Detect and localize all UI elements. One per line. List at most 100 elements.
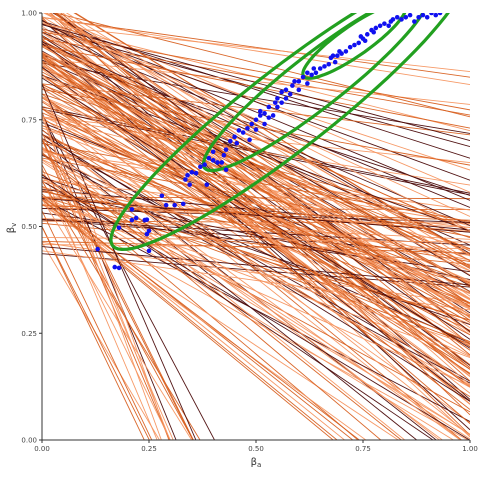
regression-line xyxy=(42,53,470,370)
data-point xyxy=(206,155,212,161)
regression-line xyxy=(50,13,470,416)
regression-line xyxy=(42,24,470,72)
x-axis-title-main: β xyxy=(251,457,257,468)
regression-line xyxy=(42,147,406,440)
regression-line xyxy=(42,56,470,316)
data-point xyxy=(300,74,306,80)
regression-line xyxy=(42,63,470,394)
data-point xyxy=(234,140,240,146)
regression-line xyxy=(42,242,161,440)
regression-line xyxy=(42,16,470,86)
x-tick-label: 0.50 xyxy=(248,445,264,453)
data-point xyxy=(95,246,100,252)
regression-line xyxy=(42,112,177,440)
x-tick-label: 0.25 xyxy=(141,445,157,453)
regression-line xyxy=(42,129,470,398)
data-point xyxy=(433,13,439,18)
data-point xyxy=(311,66,317,71)
regression-line xyxy=(42,136,174,440)
y-tick-label: 0.50 xyxy=(21,223,37,231)
ticks: 0.00 0.25 0.50 0.75 1.00 0.00 0.25 0.50 0.75 1.00 xyxy=(21,10,477,454)
regression-line xyxy=(42,181,470,282)
data-point xyxy=(279,100,284,105)
data-point xyxy=(210,158,216,163)
data-point xyxy=(356,40,362,46)
regression-line xyxy=(42,52,470,286)
data-point xyxy=(362,38,368,44)
data-point xyxy=(129,217,135,223)
regression-line xyxy=(42,246,470,286)
regression-line xyxy=(42,88,470,166)
regression-line xyxy=(42,164,194,440)
x-axis-title: βa xyxy=(251,457,262,469)
data-point xyxy=(296,87,302,93)
regression-line xyxy=(42,112,162,440)
data-point xyxy=(262,111,267,116)
regression-line xyxy=(42,132,194,440)
data-point xyxy=(210,149,216,155)
regression-line xyxy=(42,210,153,440)
data-point xyxy=(133,215,139,221)
regression-line xyxy=(42,138,194,440)
data-point xyxy=(326,61,332,67)
regression-line xyxy=(42,157,470,238)
data-point xyxy=(262,121,267,127)
data-point xyxy=(332,59,338,65)
regression-line xyxy=(42,54,470,351)
regression-line xyxy=(42,153,382,440)
regression-line xyxy=(42,199,334,440)
data-point xyxy=(144,217,150,222)
regression-line xyxy=(42,18,470,318)
regression-line xyxy=(42,108,462,440)
data-point xyxy=(399,17,404,22)
regression-line xyxy=(42,180,201,440)
regression-line xyxy=(42,116,171,440)
regression-line xyxy=(42,253,470,288)
regression-line xyxy=(42,71,470,304)
data-point xyxy=(424,14,430,20)
regression-line xyxy=(42,107,470,309)
y-tick-label: 1.00 xyxy=(21,10,37,18)
regression-line xyxy=(42,152,403,440)
data-point xyxy=(272,100,278,105)
data-point xyxy=(429,13,434,16)
data-point xyxy=(247,137,252,143)
regression-line xyxy=(42,116,470,163)
regression-line xyxy=(42,240,470,254)
data-point xyxy=(292,79,297,84)
data-point xyxy=(266,104,272,110)
data-point xyxy=(245,125,250,131)
regression-line xyxy=(42,196,470,200)
data-point xyxy=(352,42,357,48)
x-tick-label: 1.00 xyxy=(462,445,478,453)
data-point xyxy=(204,182,210,187)
regression-line xyxy=(42,45,470,129)
regression-line xyxy=(42,19,470,277)
data-point xyxy=(163,202,169,208)
x-axis-title-sub: a xyxy=(257,461,261,469)
data-point xyxy=(270,113,276,118)
data-point xyxy=(185,172,190,178)
regression-line xyxy=(42,31,470,111)
regression-line xyxy=(42,84,470,250)
y-tick-label: 0.00 xyxy=(21,437,37,445)
data-point xyxy=(339,51,344,56)
regression-line xyxy=(42,35,470,267)
data-point xyxy=(330,53,336,58)
regression-line xyxy=(42,198,338,440)
data-point xyxy=(313,70,319,76)
data-point xyxy=(309,72,314,78)
regression-line xyxy=(46,13,470,386)
regression-line xyxy=(42,197,470,233)
regression-line xyxy=(42,180,470,440)
data-point xyxy=(343,49,349,54)
regression-line xyxy=(42,148,470,388)
regression-line xyxy=(42,41,470,226)
data-point xyxy=(223,167,229,173)
regression-line xyxy=(42,158,470,357)
data-point xyxy=(228,138,233,144)
data-point xyxy=(180,201,186,207)
x-tick-label: 0.00 xyxy=(34,445,50,453)
regression-line xyxy=(42,38,470,366)
data-point xyxy=(287,91,293,97)
